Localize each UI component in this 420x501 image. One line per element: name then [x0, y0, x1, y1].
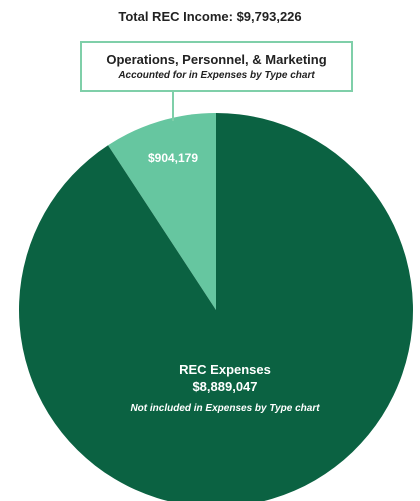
slice-value-operations: $904,179	[147, 151, 199, 165]
callout-box: Operations, Personnel, & Marketing Accou…	[80, 41, 353, 92]
slice-label-rec-expenses: REC Expenses $8,889,047 Not included in …	[100, 362, 350, 414]
slice-note-rec-expenses: Not included in Expenses by Type chart	[130, 403, 320, 414]
slice-name-rec-expenses: REC Expenses	[179, 362, 271, 377]
slice-value-rec-expenses: $8,889,047	[192, 379, 258, 394]
chart-title: Total REC Income: $9,793,226	[118, 9, 302, 24]
pie-slice-operations	[108, 113, 216, 310]
slice-note-operations: Accounted for in Expenses by Type chart	[118, 70, 315, 81]
pie-slices	[19, 113, 413, 501]
pie-slice-rec-expenses	[19, 113, 413, 501]
slice-name-operations: Operations, Personnel, & Marketing	[106, 52, 327, 67]
